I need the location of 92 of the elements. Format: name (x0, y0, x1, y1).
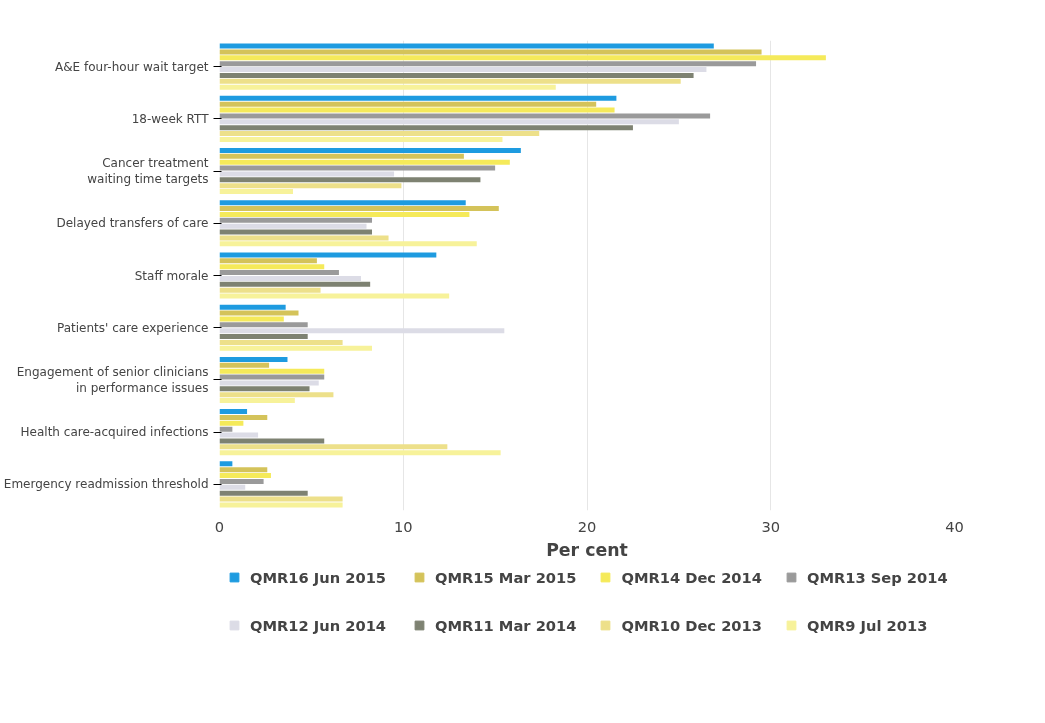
bar (219, 153, 464, 159)
bar (219, 392, 334, 398)
x-tick-label: 10 (393, 517, 413, 535)
legend-label: QMR16 Jun 2015 (250, 568, 388, 586)
bar (219, 270, 339, 276)
y-tick-label: 18-week RTT (131, 111, 210, 126)
bar (219, 136, 503, 142)
bar (219, 304, 286, 310)
x-axis-title: Per cent (546, 539, 628, 560)
bar (219, 496, 343, 502)
bar (219, 426, 233, 432)
bar (219, 206, 499, 212)
bar (219, 467, 268, 473)
legend-label: QMR10 Dec 2013 (621, 616, 762, 634)
bar (219, 287, 321, 293)
bar (219, 478, 264, 484)
y-tick-label: Health care-acquired infections (20, 425, 209, 440)
bar (219, 165, 496, 171)
bar (219, 189, 293, 195)
bar (219, 200, 466, 206)
y-tick-label: Patients' care experience (57, 320, 209, 335)
y-tick-label: Staff morale (134, 268, 209, 283)
bar (219, 380, 319, 386)
legend-label: QMR14 Dec 2014 (621, 568, 762, 586)
bar (219, 84, 556, 90)
legend-label: QMR11 Mar 2014 (435, 616, 577, 634)
bar (219, 235, 389, 241)
bar (219, 334, 308, 340)
bar (219, 43, 714, 49)
bar (219, 432, 259, 438)
bar (219, 310, 299, 316)
legend-label: QMR13 Sep 2014 (806, 568, 948, 586)
bar (219, 125, 633, 131)
y-tick-label: A&E four-hour wait target (55, 59, 209, 74)
bar (219, 171, 395, 177)
legend-label: QMR12 Jun 2014 (250, 616, 388, 634)
bar (219, 398, 295, 403)
bar (219, 49, 762, 55)
bar (219, 159, 510, 165)
legend-label: QMR15 Mar 2015 (435, 568, 577, 586)
bar (219, 281, 371, 287)
bar (219, 183, 402, 189)
bar (219, 345, 373, 351)
bar (219, 293, 450, 299)
bar (219, 223, 367, 229)
x-tick-label: 0 (214, 517, 225, 535)
bar (219, 177, 481, 183)
bar (219, 61, 757, 67)
bar (219, 368, 325, 374)
bar (219, 438, 325, 444)
bar (219, 409, 248, 415)
bar (219, 450, 501, 456)
bar (219, 78, 681, 84)
bar (219, 229, 373, 235)
bar (219, 502, 343, 508)
y-tick-label: Delayed transfers of care (56, 216, 209, 231)
bar (219, 107, 615, 113)
bar (219, 55, 826, 61)
legend-label: QMR9 Jul 2013 (806, 616, 929, 634)
y-tick-label: Engagement of senior clinicians in performance issues (16, 364, 209, 396)
bar (219, 490, 308, 496)
bar (219, 473, 271, 479)
bar (219, 241, 477, 247)
bar (219, 258, 317, 264)
bar (219, 148, 521, 153)
bar (219, 356, 288, 362)
bar (219, 316, 284, 322)
bar (219, 113, 711, 119)
bar (219, 264, 325, 270)
bar (219, 252, 437, 258)
bar (219, 374, 325, 380)
bar (219, 339, 343, 345)
bar (219, 275, 361, 281)
bar (219, 322, 308, 328)
bar (219, 101, 597, 107)
x-tick-label: 40 (945, 517, 964, 535)
bar (219, 484, 246, 490)
bar (219, 362, 270, 368)
bar (219, 414, 268, 420)
bar (219, 386, 310, 392)
x-tick-label: 30 (761, 517, 781, 535)
bar (219, 131, 540, 137)
bar (219, 420, 244, 426)
y-tick-label: Cancer treatment waiting time targets (87, 155, 209, 187)
bar (219, 95, 617, 101)
bar (219, 461, 233, 467)
bar (219, 211, 470, 217)
x-tick-label: 20 (577, 517, 597, 535)
bar (219, 217, 373, 223)
bar (219, 444, 448, 450)
bar (219, 72, 694, 78)
y-tick-label: Emergency readmission threshold (3, 477, 209, 492)
